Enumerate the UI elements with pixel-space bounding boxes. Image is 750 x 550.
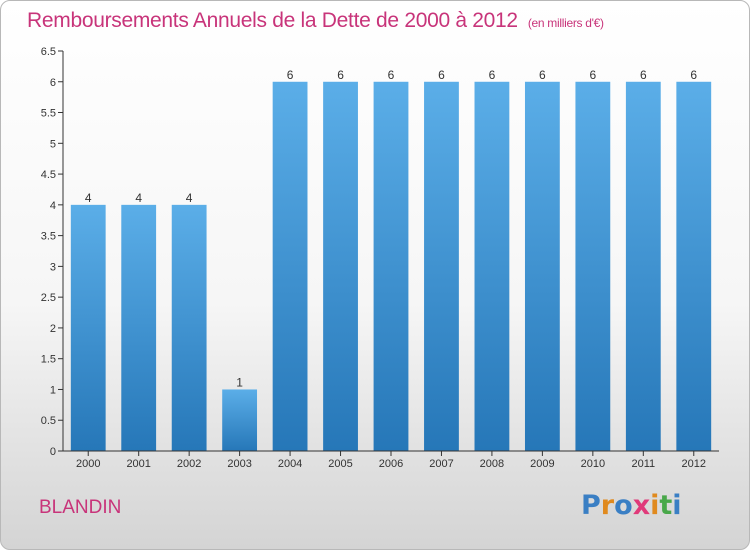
chart-title-text: Remboursements Annuels de la Dette de 20…	[27, 9, 518, 32]
y-tick-label: 5.5	[41, 108, 56, 120]
bar	[373, 81, 409, 452]
bar-value-label: 6	[337, 68, 344, 82]
bar	[625, 81, 661, 452]
bar-value-label: 6	[287, 68, 294, 82]
x-tick-label: 2003	[227, 458, 251, 470]
bar-value-label: 6	[690, 68, 697, 82]
bar-value-label: 6	[640, 68, 647, 82]
bar	[474, 81, 510, 452]
y-tick-label: 2.5	[41, 292, 56, 304]
logo-letter: r	[600, 490, 615, 521]
y-tick-label: 4	[50, 200, 56, 212]
bar-value-label: 1	[236, 375, 243, 389]
logo-letter: P	[581, 490, 601, 521]
x-tick-label: 2007	[429, 458, 453, 470]
bar-value-label: 6	[590, 68, 597, 82]
x-tick-label: 2000	[76, 458, 100, 470]
x-tick-label: 2008	[480, 458, 504, 470]
y-tick-label: 2	[50, 323, 56, 335]
bar	[171, 204, 207, 451]
y-tick-label: 4.5	[41, 169, 56, 181]
x-tick-label: 2011	[631, 458, 655, 470]
y-tick-label: 5	[50, 138, 56, 150]
y-tick-label: 1.5	[41, 354, 56, 366]
logo-letter: x	[632, 490, 651, 521]
logo-letter: o	[614, 490, 633, 521]
value-labels-group: 4 4 4 1 6 6 6 6 6 6 6 6 6	[85, 68, 698, 390]
y-tick-label: 0.5	[41, 415, 56, 427]
y-tick-label: 3.5	[41, 231, 56, 243]
bar-value-label: 6	[539, 68, 546, 82]
bar	[424, 81, 459, 452]
logo-letter: i	[672, 490, 682, 521]
x-tick-label: 2001	[126, 458, 150, 470]
bar-value-label: 4	[186, 191, 193, 205]
place-name: BLANDIN	[39, 497, 122, 518]
x-tick-label: 2006	[379, 458, 403, 470]
y-ticks-group: 0 0.5 1 1.5 2 2.5 3 3.5 4 4.5 5 5.5 6 6.5	[41, 46, 63, 458]
bar-value-label: 6	[489, 68, 496, 82]
x-tick-label: 2010	[581, 458, 605, 470]
chart-title: Remboursements Annuels de la Dette de 20…	[27, 9, 604, 33]
bar	[121, 204, 157, 451]
bar-value-label: 4	[85, 191, 92, 205]
y-tick-label: 3	[50, 261, 56, 273]
bar	[222, 389, 258, 451]
y-tick-label: 0	[50, 446, 56, 458]
y-tick-label: 6	[50, 77, 56, 89]
y-tick-label: 1	[50, 384, 56, 396]
bars-group	[70, 81, 712, 452]
chart-subtitle: (en milliers d'€)	[527, 16, 604, 30]
bar	[70, 204, 106, 451]
bar	[272, 81, 308, 452]
bar	[575, 81, 611, 452]
proxiti-logo: Proxiti	[581, 490, 682, 521]
x-tick-label: 2012	[682, 458, 706, 470]
x-tick-label: 2005	[328, 458, 352, 470]
logo-letter: i	[650, 490, 660, 521]
y-tick-label: 6.5	[41, 46, 56, 58]
bar	[676, 81, 712, 452]
bar-value-label: 6	[438, 68, 445, 82]
x-ticks-group: 2000 2001 2002 2003 2004 2005 2006 2007 2008 2009…	[76, 451, 706, 470]
x-tick-label: 2009	[530, 458, 554, 470]
x-tick-label: 2004	[278, 458, 302, 470]
x-tick-label: 2002	[177, 458, 201, 470]
bar-value-label: 6	[388, 68, 395, 82]
bar	[524, 81, 560, 452]
bar	[323, 81, 358, 452]
bar-value-label: 4	[135, 191, 142, 205]
logo-letter: t	[659, 490, 673, 521]
